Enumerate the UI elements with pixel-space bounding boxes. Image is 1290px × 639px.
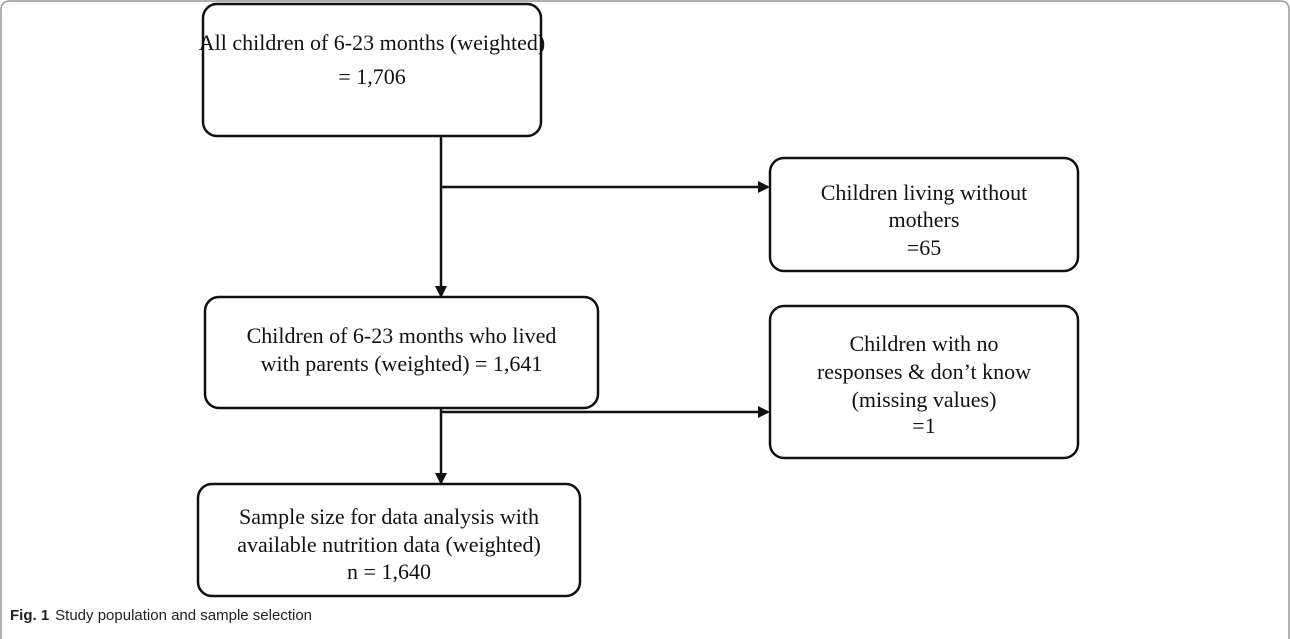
node-text: responses & don’t know [817, 359, 1031, 384]
node-text: Children living without [821, 180, 1028, 205]
node-text: mothers [889, 207, 960, 232]
node-text: n = 1,640 [347, 559, 431, 584]
node-box [768, 156, 1080, 273]
node-text: available nutrition data (weighted) [237, 532, 541, 557]
node-text: Sample size for data analysis with [239, 504, 539, 529]
node-box [203, 295, 600, 410]
node-text: (missing values) [852, 387, 997, 412]
node-text: Children of 6-23 months who lived [247, 323, 557, 348]
node-box [201, 2, 543, 138]
node-text: =65 [907, 235, 941, 260]
caption-text: Study population and sample selection [55, 607, 312, 624]
caption-label: Fig. 1 [10, 607, 49, 624]
node-text: All children of 6-23 months (weighted) [199, 30, 545, 55]
caption: Fig. 1 Study population and sample select… [10, 607, 312, 624]
node-text: =1 [912, 413, 935, 438]
node-box [768, 304, 1080, 460]
node-text: Children with no [849, 331, 998, 356]
node-text: with parents (weighted) = 1,641 [261, 351, 543, 376]
node-text: = 1,706 [338, 64, 405, 89]
node-box [196, 482, 582, 598]
